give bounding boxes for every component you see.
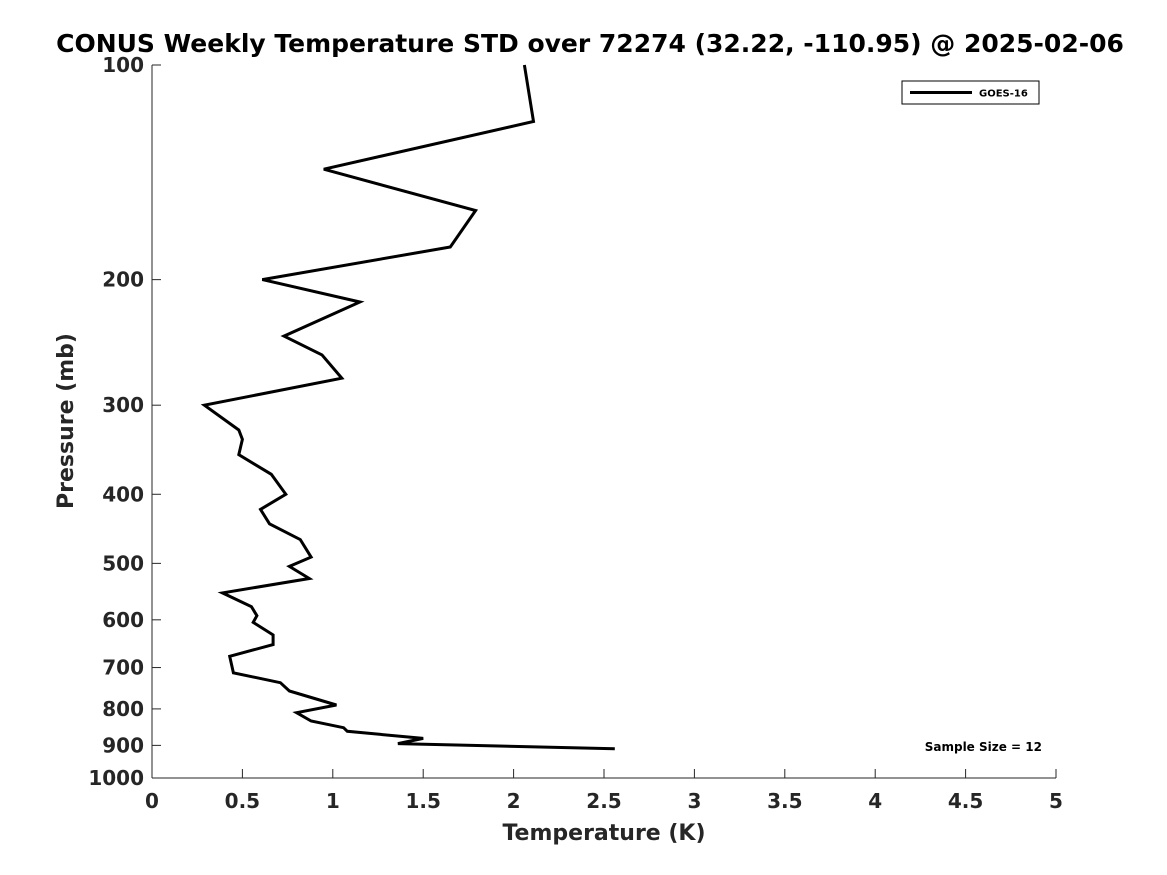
axes: 0 0.5 1 1.5 2 2.5 3 3.5 4 4.5 5 100 200 300 400 500 600 7… bbox=[88, 53, 1063, 813]
x-tick-label: 5 bbox=[1049, 789, 1063, 813]
y-tick-label: 800 bbox=[102, 697, 144, 721]
x-tick-label: 1 bbox=[326, 789, 340, 813]
x-tick-label: 2.5 bbox=[586, 789, 621, 813]
x-tick-label: 4.5 bbox=[948, 789, 983, 813]
series-layer bbox=[200, 64, 615, 751]
x-tick-label: 0.5 bbox=[225, 789, 260, 813]
y-tick-label: 700 bbox=[102, 656, 144, 680]
y-tick-label: 600 bbox=[102, 608, 144, 632]
x-tick-label: 0 bbox=[145, 789, 159, 813]
x-tick-label: 4 bbox=[868, 789, 882, 813]
series-line-goes-16 bbox=[200, 64, 615, 751]
y-tick-label: 300 bbox=[102, 393, 144, 417]
y-tick-label: 1000 bbox=[88, 766, 144, 790]
y-tick-label: 900 bbox=[102, 733, 144, 757]
x-tick-label: 3.5 bbox=[767, 789, 802, 813]
x-axis-label: Temperature (K) bbox=[502, 821, 705, 846]
x-tick-label: 3 bbox=[687, 789, 701, 813]
legend-label-goes-16: GOES-16 bbox=[979, 89, 1028, 100]
y-tick-label: 200 bbox=[102, 268, 144, 292]
y-tick-label: 500 bbox=[102, 551, 144, 575]
chart-title: CONUS Weekly Temperature STD over 72274 … bbox=[56, 29, 1124, 58]
y-axis-label: Pressure (mb) bbox=[54, 333, 79, 509]
legend: GOES-16 bbox=[901, 80, 1040, 105]
x-tick-label: 2 bbox=[507, 789, 521, 813]
y-tick-label: 400 bbox=[102, 482, 144, 506]
x-tick-label: 1.5 bbox=[405, 789, 440, 813]
y-tick-label: 100 bbox=[102, 53, 144, 77]
sample-size-annotation: Sample Size = 12 bbox=[925, 740, 1042, 754]
